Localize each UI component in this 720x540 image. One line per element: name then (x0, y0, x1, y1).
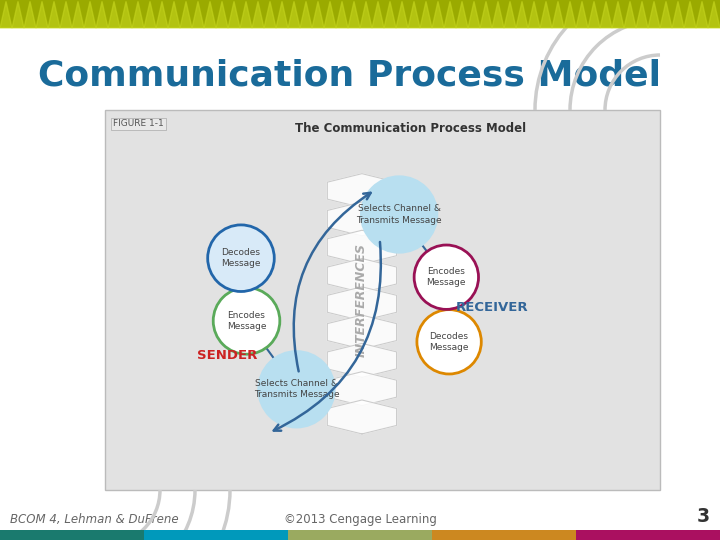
Polygon shape (328, 400, 397, 434)
Polygon shape (132, 2, 144, 28)
Polygon shape (696, 2, 708, 28)
Text: The Communication Process Model: The Communication Process Model (294, 122, 526, 134)
Polygon shape (24, 2, 36, 28)
Polygon shape (708, 2, 720, 28)
Polygon shape (84, 2, 96, 28)
Circle shape (258, 352, 334, 427)
Text: Selects Channel &
Transmits Message: Selects Channel & Transmits Message (356, 205, 442, 225)
Circle shape (213, 288, 280, 354)
Polygon shape (144, 2, 156, 28)
Polygon shape (480, 2, 492, 28)
Bar (288, 530, 432, 540)
Polygon shape (328, 174, 397, 207)
Polygon shape (300, 2, 312, 28)
Polygon shape (408, 2, 420, 28)
Text: Communication Process Model: Communication Process Model (38, 58, 662, 92)
Polygon shape (612, 2, 624, 28)
Polygon shape (328, 315, 397, 349)
Polygon shape (288, 2, 300, 28)
Polygon shape (588, 2, 600, 28)
Polygon shape (648, 2, 660, 28)
Text: 3: 3 (697, 507, 710, 526)
Bar (0, 0, 720, 28)
Polygon shape (564, 2, 576, 28)
Polygon shape (336, 2, 348, 28)
Polygon shape (432, 2, 444, 28)
Bar (432, 530, 576, 540)
Polygon shape (156, 2, 168, 28)
Polygon shape (328, 372, 397, 406)
Polygon shape (36, 2, 48, 28)
Polygon shape (492, 2, 504, 28)
Polygon shape (552, 2, 564, 28)
Polygon shape (504, 2, 516, 28)
Bar (576, 530, 720, 540)
Bar (144, 530, 288, 540)
Polygon shape (328, 287, 397, 321)
Polygon shape (468, 2, 480, 28)
Polygon shape (192, 2, 204, 28)
Text: Encodes
Message: Encodes Message (426, 267, 466, 287)
Text: SENDER: SENDER (197, 349, 257, 362)
Polygon shape (636, 2, 648, 28)
Polygon shape (528, 2, 540, 28)
Polygon shape (328, 230, 397, 264)
Polygon shape (216, 2, 228, 28)
Text: Decodes
Message: Decodes Message (429, 332, 469, 352)
Polygon shape (180, 2, 192, 28)
Polygon shape (276, 2, 288, 28)
Text: ©2013 Cengage Learning: ©2013 Cengage Learning (284, 513, 436, 526)
Polygon shape (312, 2, 324, 28)
Polygon shape (540, 2, 552, 28)
Circle shape (414, 245, 479, 309)
Polygon shape (324, 2, 336, 28)
Text: BCOM 4, Lehman & DuFrene: BCOM 4, Lehman & DuFrene (10, 513, 179, 526)
Polygon shape (108, 2, 120, 28)
Polygon shape (328, 343, 397, 377)
Circle shape (417, 309, 481, 374)
Polygon shape (264, 2, 276, 28)
Text: INTERFERENCES: INTERFERENCES (355, 243, 368, 357)
Text: Selects Channel &
Transmits Message: Selects Channel & Transmits Message (253, 379, 339, 400)
Polygon shape (672, 2, 684, 28)
Polygon shape (252, 2, 264, 28)
Circle shape (361, 177, 437, 252)
Polygon shape (456, 2, 468, 28)
Polygon shape (96, 2, 108, 28)
Polygon shape (576, 2, 588, 28)
Polygon shape (444, 2, 456, 28)
Polygon shape (348, 2, 360, 28)
Polygon shape (72, 2, 84, 28)
Polygon shape (384, 2, 396, 28)
Polygon shape (396, 2, 408, 28)
Polygon shape (516, 2, 528, 28)
Polygon shape (624, 2, 636, 28)
Bar (105, 110, 660, 490)
Polygon shape (12, 2, 24, 28)
Bar (0, 530, 144, 540)
Polygon shape (360, 2, 372, 28)
Text: FIGURE 1-1: FIGURE 1-1 (113, 119, 163, 129)
Polygon shape (0, 2, 12, 28)
Polygon shape (420, 2, 432, 28)
Polygon shape (204, 2, 216, 28)
Polygon shape (372, 2, 384, 28)
Circle shape (207, 225, 274, 292)
Polygon shape (684, 2, 696, 28)
Polygon shape (228, 2, 240, 28)
Polygon shape (328, 259, 397, 293)
Polygon shape (48, 2, 60, 28)
Polygon shape (120, 2, 132, 28)
Text: Encodes
Message: Encodes Message (227, 311, 266, 331)
Polygon shape (60, 2, 72, 28)
Text: Decodes
Message: Decodes Message (221, 248, 261, 268)
Polygon shape (168, 2, 180, 28)
Polygon shape (328, 202, 397, 236)
Text: RECEIVER: RECEIVER (456, 301, 528, 314)
Polygon shape (660, 2, 672, 28)
Polygon shape (240, 2, 252, 28)
Polygon shape (600, 2, 612, 28)
